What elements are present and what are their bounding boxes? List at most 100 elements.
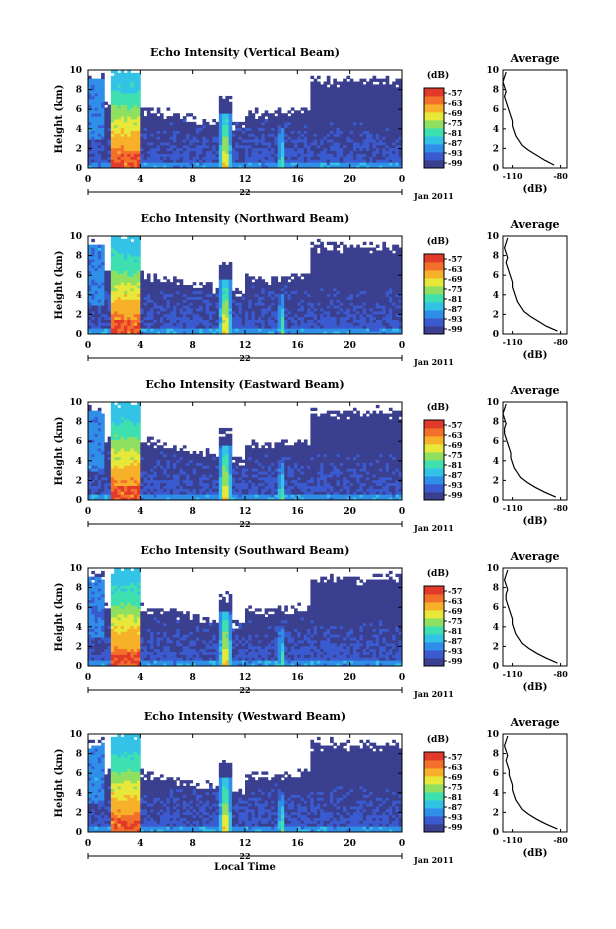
heatmap-cell (336, 95, 341, 100)
heatmap-cell (336, 156, 341, 160)
heatmap-cell (352, 285, 357, 289)
heatmap-cell (307, 290, 311, 295)
heatmap-cell (398, 153, 403, 157)
heatmap-cell (382, 95, 387, 100)
heatmap-cell (330, 84, 334, 88)
heatmap-cell (137, 84, 141, 88)
heatmap-cell (91, 316, 95, 320)
heatmap-cell (369, 101, 373, 105)
heatmap-cell (107, 287, 112, 292)
heatmap-cell (120, 124, 125, 129)
heatmap-cell (346, 290, 351, 295)
heatmap-cell (182, 299, 187, 303)
heatmap-cell (120, 110, 125, 114)
heatmap-cell (356, 276, 360, 280)
heatmap-cell (290, 279, 295, 283)
heatmap-cell (352, 119, 357, 123)
heatmap-cell (107, 159, 112, 163)
heatmap-cell (284, 316, 288, 320)
heatmap-cell (320, 133, 324, 137)
heatmap-cell (303, 276, 308, 280)
heatmap-cell (202, 142, 207, 146)
heatmap-cell (104, 147, 109, 152)
heatmap-cell (310, 247, 315, 251)
heatmap-cell (97, 287, 102, 292)
heatmap-cell (212, 305, 216, 309)
heatmap-cell (133, 150, 138, 154)
heatmap-cell (127, 287, 131, 292)
heatmap-cell (133, 328, 138, 332)
heatmap-cell (248, 159, 252, 163)
heatmap-cell (290, 322, 295, 326)
heatmap-cell (385, 81, 390, 85)
heatmap-cell (225, 331, 230, 335)
heatmap-cell (316, 238, 321, 243)
heatmap-cell (398, 319, 403, 323)
heatmap-cell (307, 310, 311, 315)
heatmap-cell (349, 150, 354, 154)
heatmap-cell (300, 150, 305, 154)
heatmap-cell (395, 319, 400, 323)
heatmap-cell (88, 253, 92, 257)
heatmap-cell (271, 302, 275, 306)
heatmap-cell (320, 305, 324, 309)
heatmap-cell (110, 159, 115, 163)
heatmap-cell (261, 290, 266, 295)
heatmap-cell (192, 150, 197, 154)
heatmap-cell (110, 259, 115, 263)
heatmap-cell (212, 319, 216, 323)
colorbar-swatch (424, 254, 444, 257)
heatmap-cell (287, 310, 292, 315)
heatmap-cell (287, 293, 292, 297)
heatmap-cell (91, 162, 95, 166)
heatmap-cell (222, 139, 226, 143)
heatmap-cell (356, 261, 360, 266)
heatmap-cell (104, 156, 109, 160)
heatmap-cell (245, 136, 249, 140)
heatmap-cell (169, 139, 174, 143)
heatmap-cell (369, 302, 373, 306)
heatmap-cell (280, 142, 285, 146)
heatmap-cell (205, 290, 210, 295)
colorbar-swatch (424, 306, 444, 309)
heatmap-cell (349, 133, 354, 137)
heatmap-cell (375, 331, 380, 335)
heatmap-cell (294, 119, 298, 123)
heatmap-cell (356, 308, 360, 312)
heatmap-cell (339, 287, 344, 292)
heatmap-cell (280, 133, 285, 137)
heatmap-cell (110, 279, 115, 283)
heatmap-cell (284, 153, 288, 157)
heatmap-cell (117, 236, 122, 240)
heatmap-cell (326, 159, 331, 163)
heatmap-cell (333, 293, 337, 297)
heatmap-cell (330, 165, 334, 169)
heatmap-cell (101, 290, 105, 295)
heatmap-cell (339, 162, 344, 166)
heatmap-cell (192, 296, 197, 300)
heatmap-cell (316, 316, 321, 320)
heatmap-cell (323, 142, 328, 146)
heatmap-cell (258, 308, 262, 312)
heatmap-cell (114, 90, 118, 94)
heatmap-cell (352, 267, 357, 271)
heatmap-cell (159, 150, 164, 154)
heatmap-cell (110, 256, 115, 260)
heatmap-cell (107, 302, 112, 306)
heatmap-cell (156, 319, 161, 323)
heatmap-cell (316, 256, 321, 260)
heatmap-cell (245, 153, 249, 157)
heatmap-cell (166, 282, 171, 286)
heatmap-cell (130, 84, 135, 88)
heatmap-cell (91, 325, 95, 329)
heatmap-cell (320, 153, 324, 157)
heatmap-cell (137, 147, 141, 152)
heatmap-cell (395, 290, 400, 295)
heatmap-cell (169, 290, 174, 295)
heatmap-cell (101, 247, 105, 251)
heatmap-cell (107, 116, 112, 120)
heatmap-cell (173, 308, 177, 312)
heatmap-cell (212, 296, 216, 300)
heatmap-cell (284, 156, 288, 160)
heatmap-cell (366, 264, 370, 269)
